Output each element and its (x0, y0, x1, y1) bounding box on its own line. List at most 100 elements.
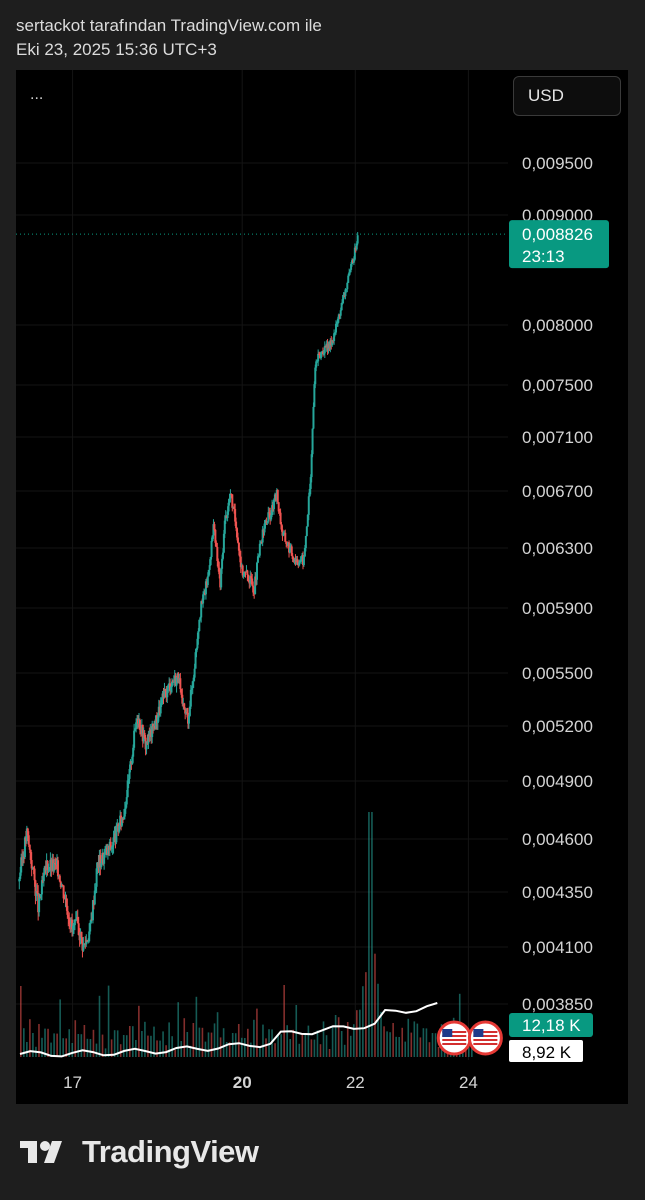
candle-body (160, 698, 163, 704)
candle-body (177, 673, 180, 683)
candle-body (304, 535, 307, 549)
volume-bar (304, 1034, 307, 1057)
candle-body (257, 555, 260, 557)
candle-body (244, 571, 247, 573)
candle-body (39, 894, 42, 897)
candle-body (288, 542, 291, 553)
candle-body (345, 289, 348, 291)
candle-body (118, 825, 121, 832)
candle-body (180, 689, 183, 695)
candle-body (62, 885, 65, 899)
volume-bar (32, 1033, 34, 1057)
candle-body (23, 837, 26, 858)
y-tick-label: 0,009500 (522, 154, 593, 173)
candle-body (111, 845, 114, 848)
candle-body (125, 797, 128, 805)
candle-body (212, 524, 215, 536)
candle-body (312, 406, 315, 429)
candle-body (228, 498, 231, 503)
candle-body (267, 512, 270, 522)
candle-body (86, 940, 89, 942)
last-price-badge (509, 220, 609, 269)
volume-bar (213, 1023, 216, 1057)
volume-bar (334, 1015, 337, 1057)
candle-body (226, 511, 229, 518)
candle-body (199, 617, 202, 620)
timestamp-line: Eki 23, 2025 15:36 UTC+3 (16, 40, 217, 59)
chart-panel[interactable]: 0,009500 0,009000 0,008000 0,007500 0,007100… (16, 70, 628, 1104)
candle-body (237, 542, 240, 551)
candle-body (191, 681, 194, 689)
candle-body (223, 520, 226, 534)
volume-bar (77, 1034, 80, 1057)
volume-bar (192, 1023, 195, 1057)
volume-bar (322, 1021, 325, 1057)
candle-body (202, 594, 205, 604)
candle-body (109, 841, 112, 850)
candle-body (56, 860, 59, 877)
volume-bar (340, 1031, 343, 1057)
volume-bar (247, 1028, 249, 1057)
volume-bar (389, 1032, 391, 1057)
candle-body (93, 890, 96, 905)
volume-bar (41, 1037, 43, 1057)
volume-bar (301, 1034, 304, 1057)
candle-body (222, 533, 225, 553)
candle-body (76, 917, 79, 924)
volume-bar (319, 1044, 322, 1057)
volume-bar (346, 1022, 349, 1057)
candle-body (235, 521, 238, 529)
candle-body (296, 559, 299, 563)
y-tick-label: 0,008000 (522, 316, 593, 335)
candle-body (112, 837, 115, 846)
candle-body (256, 556, 259, 563)
candle-body (152, 723, 155, 727)
us-flag-icon[interactable] (436, 1020, 472, 1056)
currency-button[interactable]: USD (513, 76, 621, 116)
volume-bar (186, 1032, 189, 1057)
candle-body (46, 860, 49, 871)
us-flag-icon[interactable] (467, 1020, 503, 1056)
candle-body (350, 264, 353, 270)
volume-bar (325, 1035, 328, 1057)
candle-body (227, 502, 230, 512)
volume-bar (398, 1037, 400, 1057)
candle-body (261, 529, 264, 543)
volume-bar (113, 1030, 116, 1057)
volume-bar (250, 1042, 252, 1057)
candle-body (213, 524, 216, 530)
volume-bar (56, 1033, 58, 1057)
volume-bar (125, 1035, 128, 1057)
candle-body (236, 528, 239, 538)
volume-bar (274, 1043, 276, 1057)
candle-body (320, 352, 323, 359)
chart-menu-button[interactable]: ... (30, 86, 44, 103)
candle-body (341, 299, 344, 303)
candle-body (159, 703, 162, 714)
candle-body (87, 941, 90, 943)
volume-value: 12,18 K (522, 1016, 581, 1035)
candle-body (211, 535, 214, 541)
volume-bar (343, 1044, 346, 1057)
candle-body (204, 581, 207, 595)
candle-body (197, 631, 200, 639)
candle-body (207, 569, 210, 577)
candle-body (239, 556, 242, 568)
volume-bar (244, 1038, 246, 1057)
candle-body (106, 845, 109, 855)
x-tick-label: 20 (233, 1073, 252, 1092)
candle-body (221, 552, 224, 559)
candle-body (303, 548, 306, 557)
volume-bar (468, 1038, 470, 1057)
candle-body (103, 854, 106, 864)
candle-body (19, 872, 22, 879)
price-chart[interactable]: 0,0095000,0090000,0080000,0075000,007100… (16, 70, 628, 1104)
volume-bar (413, 1021, 416, 1057)
candle-body (347, 275, 350, 283)
volume-bar (277, 1034, 279, 1057)
volume-bar (313, 1039, 316, 1057)
volume-bar (371, 812, 373, 1057)
candle-body (311, 428, 314, 455)
volume-ma-line (19, 1002, 438, 1058)
x-tick-label: 17 (63, 1073, 82, 1092)
